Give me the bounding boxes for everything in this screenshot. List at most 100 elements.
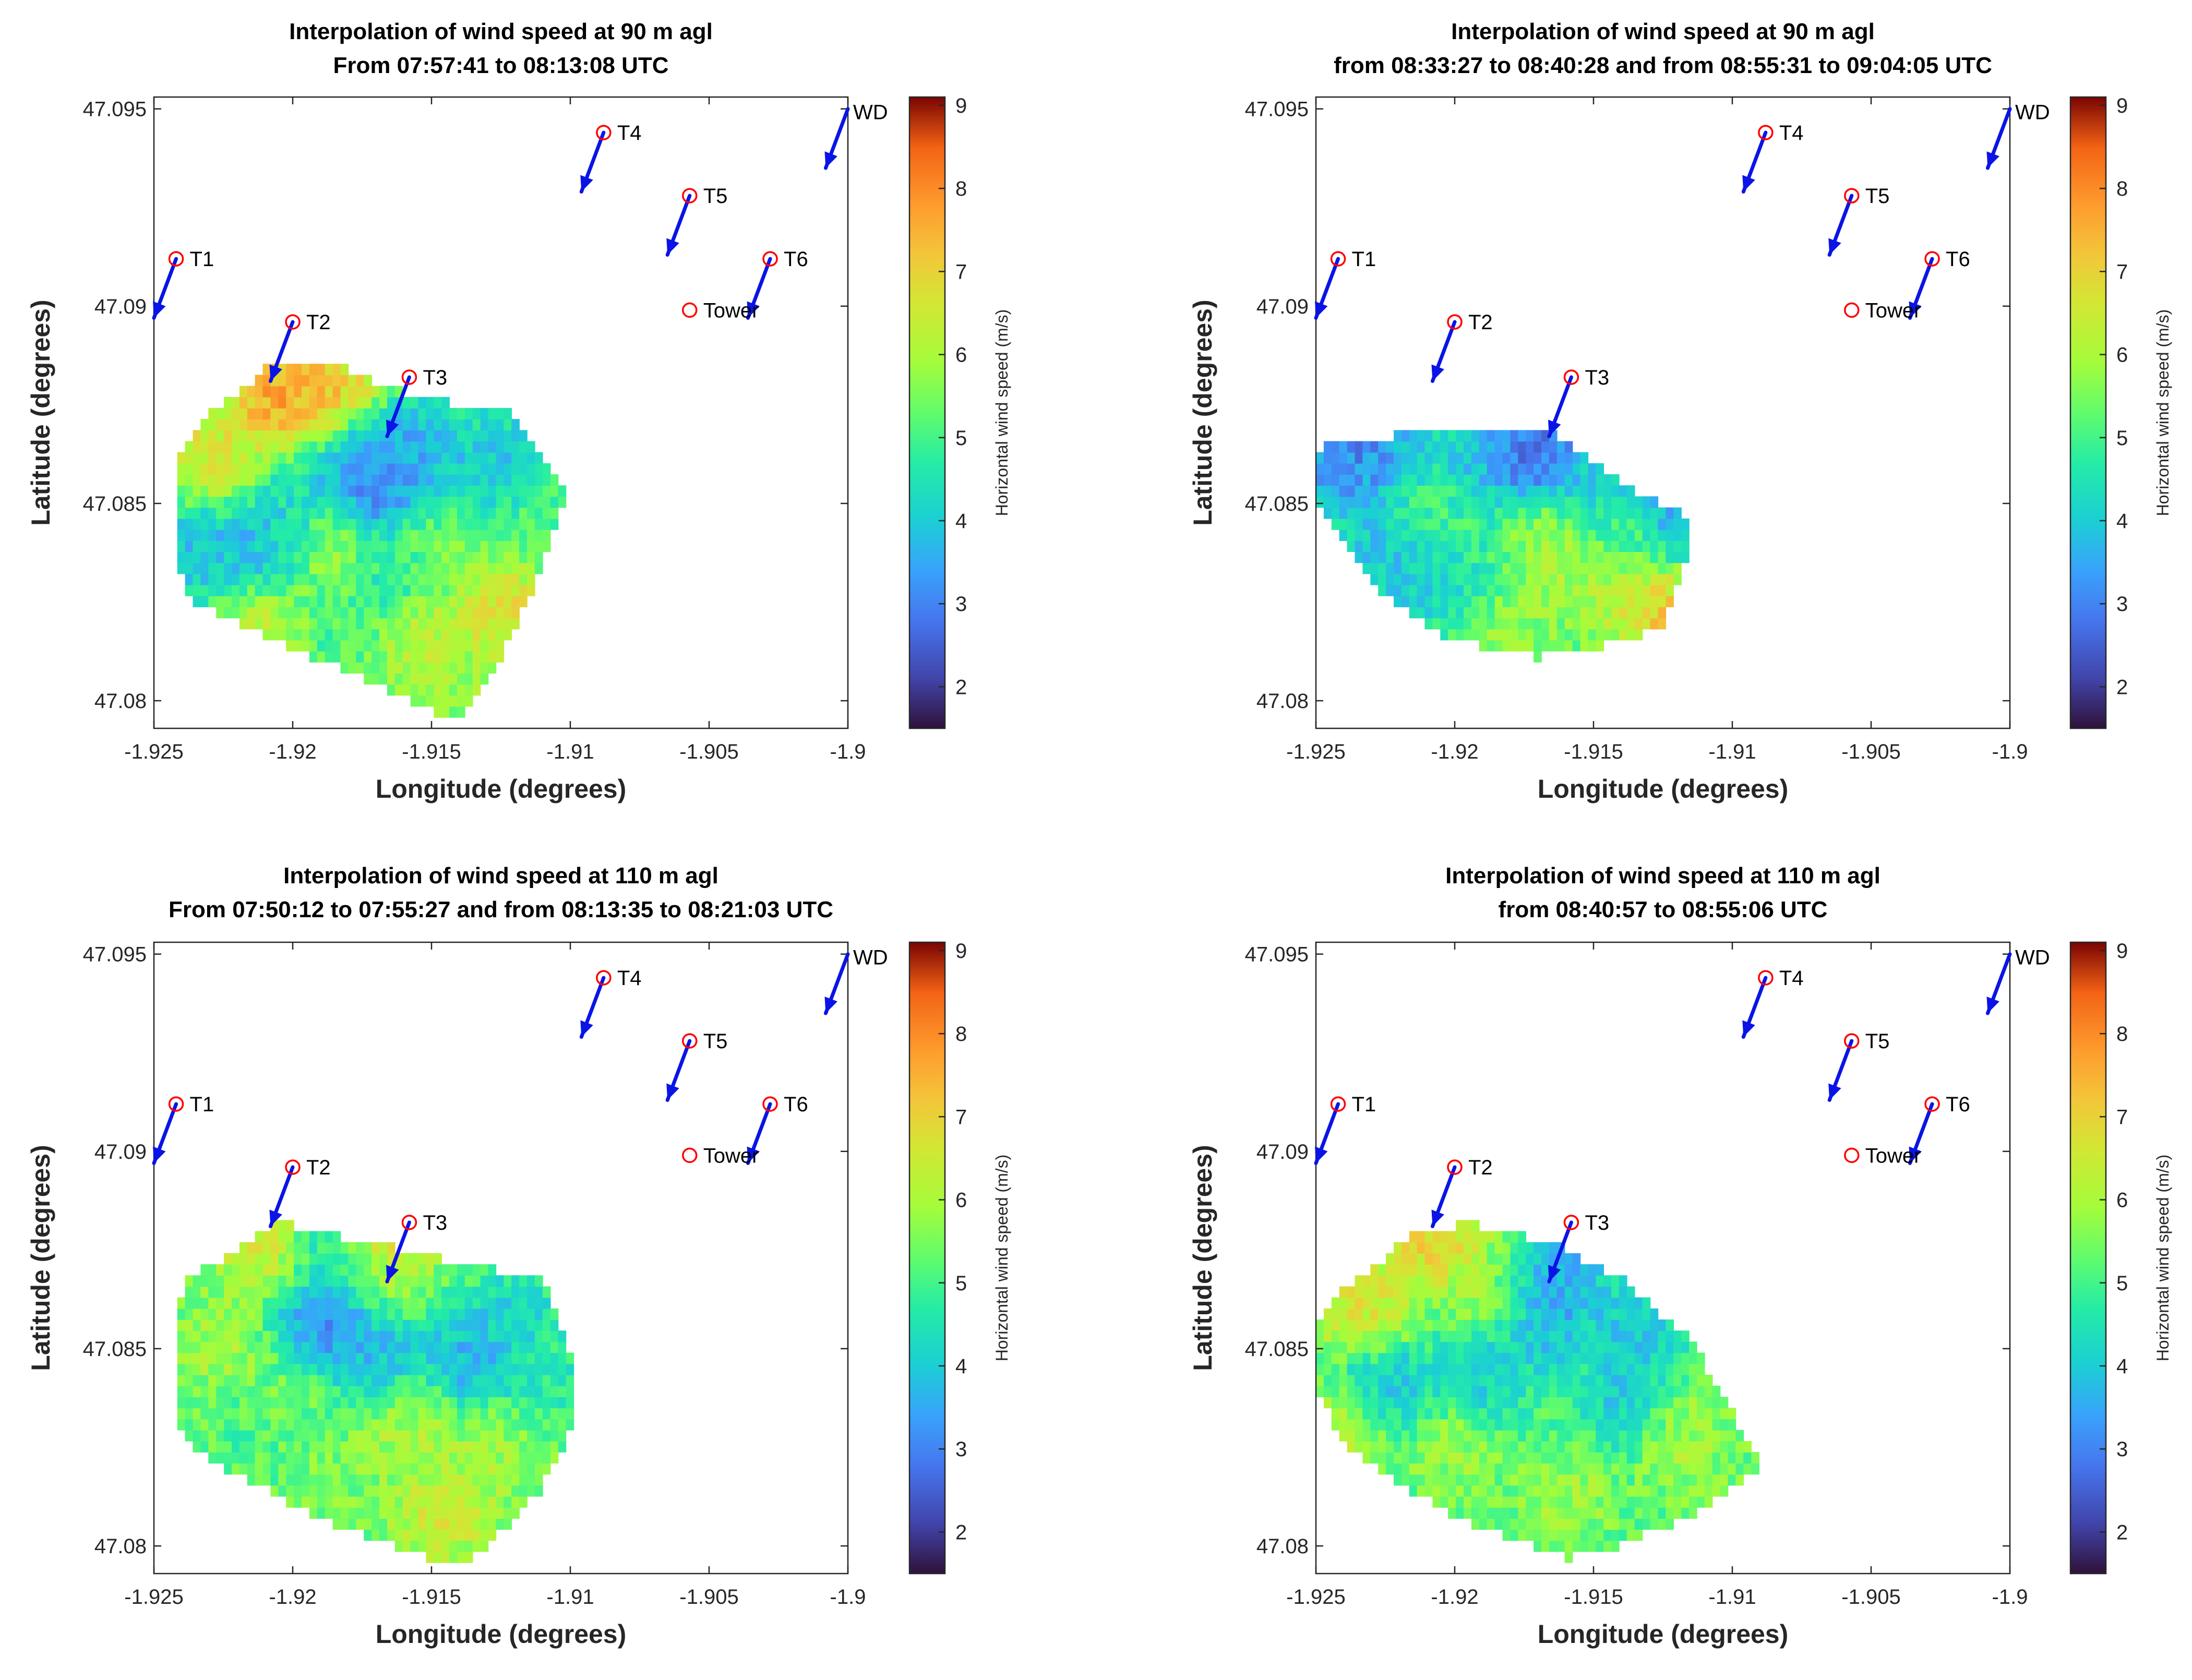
- field-cell: [449, 706, 458, 718]
- field-cell: [480, 507, 489, 519]
- field-cell: [464, 1374, 473, 1386]
- field-cell: [224, 607, 232, 619]
- field-cell: [472, 1264, 481, 1276]
- field-cell: [1534, 618, 1542, 630]
- field-cell: [488, 1386, 497, 1397]
- field-cell: [1634, 496, 1643, 508]
- field-cell: [1603, 1330, 1612, 1342]
- field-cell: [1417, 441, 1426, 453]
- field-cell: [1432, 1386, 1441, 1397]
- field-cell: [1518, 1330, 1526, 1342]
- field-cell: [286, 485, 294, 497]
- field-cell: [410, 1408, 419, 1420]
- field-cell: [550, 1330, 559, 1342]
- field-cell: [1534, 562, 1542, 574]
- field-cell: [216, 562, 224, 574]
- field-cell: [372, 1330, 380, 1342]
- field-cell: [550, 1452, 559, 1464]
- site-label-t4: T4: [1779, 122, 1804, 145]
- field-cell: [1642, 1297, 1651, 1309]
- field-cell: [1704, 1463, 1713, 1475]
- field-cell: [247, 485, 256, 497]
- field-cell: [1424, 1275, 1433, 1287]
- field-cell: [418, 1286, 427, 1298]
- field-cell: [457, 1419, 465, 1431]
- field-cell: [185, 474, 194, 486]
- field-cell: [239, 1286, 248, 1298]
- wind-vector-head: [153, 1146, 166, 1163]
- site-marker-t1: [1330, 251, 1346, 267]
- field-cell: [449, 1286, 458, 1298]
- field-cell: [410, 1419, 419, 1431]
- field-cell: [1619, 1386, 1627, 1397]
- field-cell: [1378, 573, 1386, 585]
- field-cell: [1681, 551, 1690, 563]
- field-cell: [1704, 1374, 1713, 1386]
- field-cell: [1316, 1374, 1324, 1386]
- field-cell: [488, 1264, 497, 1276]
- field-cell: [457, 1463, 465, 1475]
- field-cell: [262, 441, 271, 453]
- field-cell: [348, 1275, 357, 1287]
- field-cell: [1479, 1231, 1488, 1243]
- field-cell: [232, 573, 240, 585]
- field-cell: [457, 562, 465, 574]
- field-cell: [1526, 485, 1534, 497]
- field-cell: [1534, 1297, 1542, 1309]
- field-cell: [302, 1430, 310, 1442]
- field-cell: [426, 551, 435, 563]
- field-cell: [1510, 618, 1519, 630]
- field-cell: [270, 1463, 279, 1475]
- field-cell: [1479, 1341, 1488, 1353]
- field-cell: [1456, 1275, 1464, 1287]
- field-cell: [1464, 1341, 1472, 1353]
- field-cell: [1448, 1452, 1456, 1464]
- field-cell: [1572, 1330, 1581, 1342]
- field-cell: [1386, 1330, 1394, 1342]
- field-cell: [1464, 452, 1472, 464]
- field-cell: [1564, 1485, 1573, 1497]
- field-cell: [426, 1308, 435, 1320]
- field-cell: [286, 1231, 294, 1243]
- field-cell: [1424, 1308, 1433, 1320]
- field-cell: [1634, 1330, 1643, 1342]
- field-cell: [441, 1540, 450, 1552]
- field-cell: [1556, 1297, 1565, 1309]
- field-cell: [418, 1518, 427, 1530]
- field-cell: [364, 1408, 372, 1420]
- field-cell: [302, 441, 310, 453]
- field-cell: [1494, 1496, 1503, 1508]
- field-cell: [278, 407, 286, 419]
- field-cell: [1626, 1308, 1635, 1320]
- field-cell: [232, 1264, 240, 1276]
- field-cell: [441, 640, 450, 652]
- field-cell: [294, 618, 302, 630]
- field-cell: [480, 452, 489, 464]
- field-cell: [550, 1408, 559, 1420]
- y-tick-label: 47.095: [83, 943, 147, 966]
- field-cell: [255, 1374, 263, 1386]
- field-cell: [317, 1386, 326, 1397]
- field-cell: [441, 1408, 450, 1420]
- field-cell: [527, 1485, 535, 1497]
- field-cell: [1572, 1463, 1581, 1475]
- field-cell: [534, 1308, 543, 1320]
- field-cell: [418, 1341, 427, 1353]
- field-cell: [1394, 1408, 1402, 1420]
- field-cell: [1502, 1297, 1511, 1309]
- field-cell: [542, 507, 551, 519]
- field-cell: [193, 518, 201, 530]
- field-cell: [566, 1397, 574, 1409]
- field-cell: [504, 1452, 512, 1464]
- field-cell: [216, 1408, 224, 1420]
- field-cell: [387, 529, 396, 541]
- field-cell: [410, 595, 419, 607]
- field-cell: [348, 1518, 357, 1530]
- field-cell: [449, 629, 458, 641]
- field-cell: [270, 1419, 279, 1431]
- field-cell: [1549, 618, 1558, 630]
- field-cell: [1494, 640, 1503, 652]
- field-cell: [496, 1452, 505, 1464]
- field-cell: [387, 1408, 396, 1420]
- field-cell: [511, 1386, 520, 1397]
